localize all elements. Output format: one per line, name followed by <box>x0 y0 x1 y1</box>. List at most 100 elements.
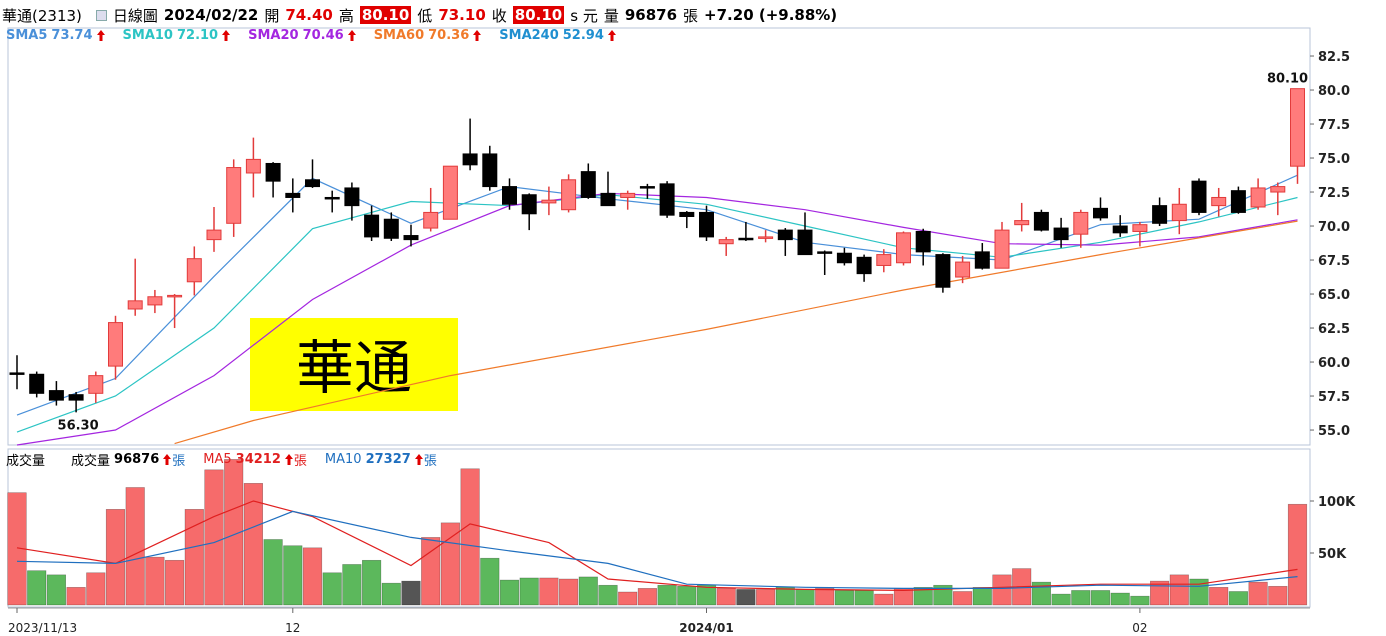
volume-bar <box>1051 593 1071 606</box>
candle-body <box>502 186 517 205</box>
volume-bar <box>1169 574 1189 606</box>
candle-body <box>817 251 833 254</box>
volume-bar <box>972 587 992 606</box>
candle-body <box>1152 205 1168 224</box>
candle-body <box>108 322 123 367</box>
y-tick-label: 57.5 <box>1318 390 1350 405</box>
legend-unit: 張 <box>293 454 307 469</box>
legend-name: 成交量 <box>71 454 111 469</box>
volume-bar <box>913 587 933 606</box>
candle-body <box>1191 180 1207 213</box>
candle-body <box>1211 196 1227 207</box>
candle-body <box>1033 211 1049 231</box>
volume-bar <box>1209 587 1229 606</box>
high-label: 高 <box>338 6 354 25</box>
volume-bar <box>775 587 795 606</box>
candle-body <box>679 211 695 218</box>
volume-bar <box>1130 595 1150 606</box>
candle-body <box>541 199 557 204</box>
volume-bar <box>618 591 638 606</box>
volume-bar <box>302 547 323 606</box>
price-legend: SMA5 73.74 SMA10 72.10 SMA20 70.46 SMA60 70.36 S… <box>6 28 616 43</box>
change: +7.20 (+9.88%) <box>704 6 838 24</box>
candle-body <box>88 375 104 394</box>
volume-bar <box>1248 581 1268 606</box>
volume-bar <box>539 577 559 606</box>
volume-bar <box>1071 590 1091 606</box>
candle-body <box>1112 225 1128 234</box>
candle-body <box>1230 190 1246 213</box>
legend-item: SMA10 72.10 <box>123 28 231 43</box>
volume-title: 成交量 <box>6 454 46 469</box>
volume-bar <box>283 545 303 606</box>
candle-body <box>1053 227 1069 241</box>
ma-line <box>174 220 1298 445</box>
candle-body <box>403 235 419 241</box>
y-tick-label: 82.5 <box>1318 50 1350 65</box>
header: 華通(2313) 日線圖 2024/02/22 開 74.40 高 80.10 … <box>2 4 837 26</box>
volume-bar <box>558 578 579 606</box>
volume-bar <box>933 584 953 606</box>
volume-bar <box>637 588 657 606</box>
y-tick-label: 72.5 <box>1318 186 1350 201</box>
candle-body <box>639 186 655 189</box>
legend-name: MA10 <box>324 452 362 467</box>
candle-body <box>68 394 84 401</box>
volume-bar <box>342 564 362 606</box>
candle-body <box>206 229 222 241</box>
candle-body <box>797 229 813 256</box>
close-value: 80.10 <box>512 6 565 24</box>
candle-body <box>600 192 616 207</box>
legend-unit: 張 <box>172 454 186 469</box>
candle-body <box>29 373 45 394</box>
period: 日線圖 <box>112 6 158 25</box>
arrow-shape <box>163 454 172 465</box>
y-tick-label: 77.5 <box>1318 118 1350 133</box>
volume-bar <box>795 589 815 606</box>
candle-body <box>758 236 774 239</box>
candle-body <box>935 254 951 288</box>
volume-bar <box>27 570 47 606</box>
candle-body <box>383 218 399 239</box>
volume-bar <box>1268 585 1288 606</box>
volume-bar <box>322 572 342 606</box>
legend-name: SMA10 <box>122 28 173 43</box>
volume-bar <box>657 584 677 606</box>
up-arrow <box>473 30 482 41</box>
candle-body <box>777 229 793 241</box>
candle-body <box>1270 186 1286 193</box>
candle-body <box>876 254 892 266</box>
open-label: 開 <box>264 6 280 25</box>
candle-body <box>127 300 143 310</box>
volume-bar <box>243 483 264 606</box>
candle-body <box>659 183 675 216</box>
volume-bar <box>480 557 500 606</box>
y-tick-label: 55.0 <box>1318 424 1350 439</box>
volume-bar <box>519 577 539 606</box>
ma-line <box>16 500 1298 592</box>
up-arrow <box>222 30 231 41</box>
volume-bar <box>1110 592 1130 606</box>
candle-body <box>561 179 577 211</box>
volume-bar <box>66 587 86 606</box>
x-tick-label: 02 <box>1132 621 1147 635</box>
volume-bar <box>86 572 106 606</box>
candle-body <box>462 153 478 166</box>
volume-bar <box>460 468 480 606</box>
volume-bar <box>440 522 461 606</box>
candle-body <box>620 192 636 198</box>
candle-body <box>836 252 852 264</box>
legend-item: MA10 27327 張 <box>325 450 437 469</box>
volume-bar <box>1287 503 1308 606</box>
candle-body <box>955 261 971 278</box>
candle-body <box>245 158 261 174</box>
arrow-shape <box>284 454 293 465</box>
volume-bar <box>224 459 244 606</box>
checkbox[interactable] <box>95 9 107 21</box>
up-arrow <box>96 30 105 41</box>
legend-name: MA5 <box>203 452 232 467</box>
up-arrow <box>607 30 616 41</box>
volume-unit: 張 <box>683 6 699 25</box>
y-tick-label: 100K <box>1318 495 1356 510</box>
volume-label: 量 <box>603 6 619 25</box>
